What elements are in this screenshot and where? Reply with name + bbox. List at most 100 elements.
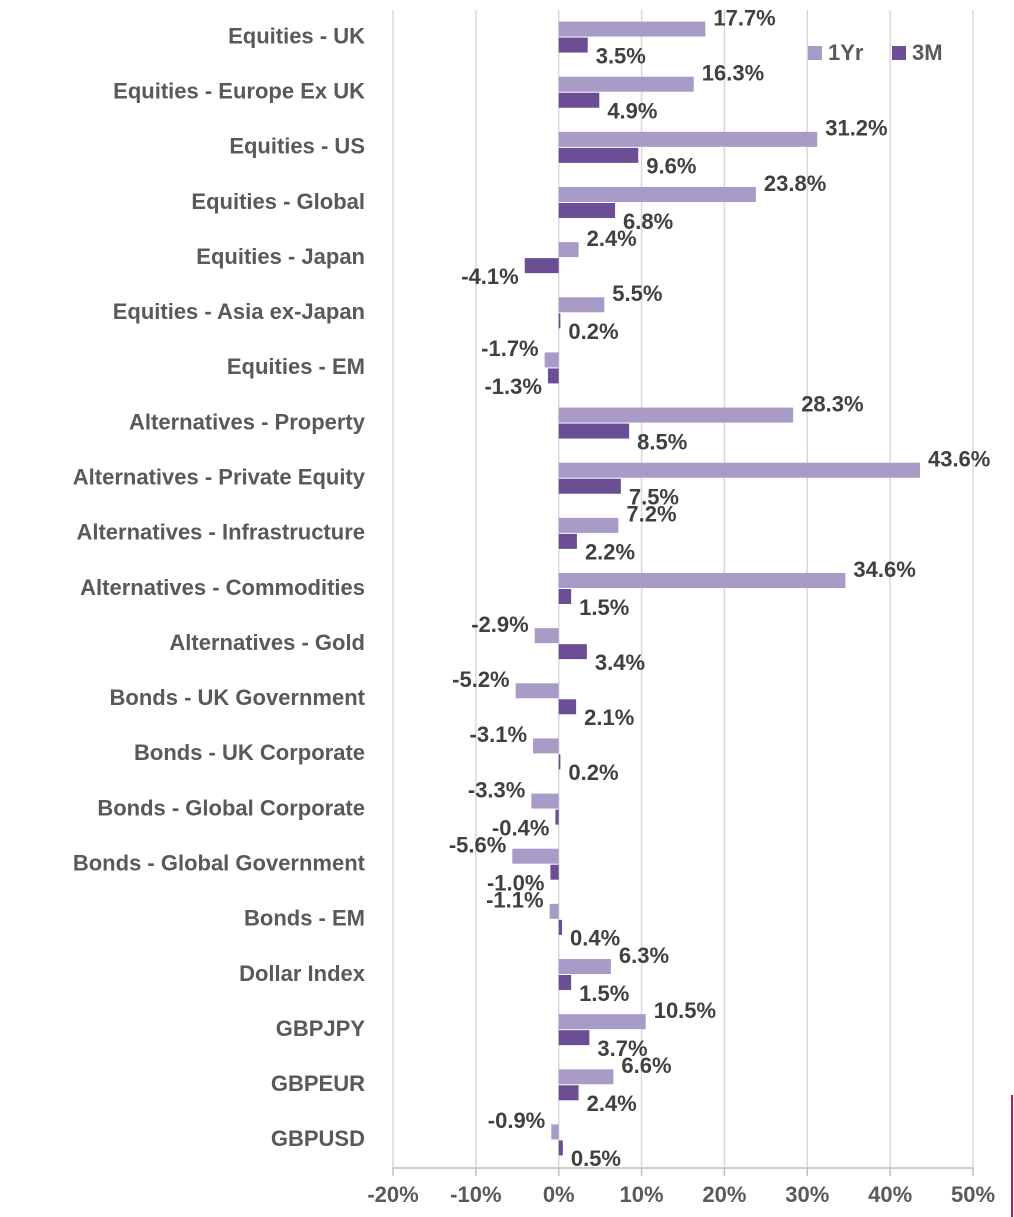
bar — [558, 1069, 614, 1085]
bar — [558, 37, 588, 53]
data-label: -0.9% — [488, 1108, 545, 1133]
bar — [558, 407, 794, 423]
category-label: Equities - Japan — [196, 244, 365, 269]
bar — [512, 848, 559, 864]
bar — [558, 699, 577, 715]
data-label: 3.5% — [596, 43, 646, 68]
data-label: 6.6% — [621, 1053, 671, 1078]
bar — [558, 131, 818, 147]
category-label: Bonds - UK Government — [110, 685, 366, 710]
data-label: 9.6% — [646, 154, 696, 179]
bar — [555, 809, 559, 825]
bar — [558, 573, 846, 588]
data-label: -5.6% — [449, 833, 506, 858]
bar — [558, 517, 619, 533]
bar — [558, 203, 616, 218]
data-label: 2.1% — [584, 705, 634, 730]
bar — [558, 754, 561, 770]
bar — [558, 975, 572, 990]
data-label: 16.3% — [702, 61, 764, 86]
bar — [558, 297, 605, 313]
x-tick-label: -10% — [450, 1182, 501, 1207]
bar — [558, 1140, 563, 1156]
category-label: GBPUSD — [271, 1126, 365, 1151]
bar — [549, 903, 559, 919]
bar — [558, 1085, 579, 1101]
category-label: Equities - Europe Ex UK — [113, 79, 365, 104]
data-label: -3.3% — [468, 777, 525, 802]
bar — [533, 738, 559, 754]
bar — [558, 589, 572, 604]
data-label: -2.9% — [471, 612, 528, 637]
category-label: GBPEUR — [271, 1071, 365, 1096]
data-label: 0.2% — [568, 760, 618, 785]
category-label: Alternatives - Private Equity — [73, 465, 366, 490]
category-label: Dollar Index — [239, 961, 366, 986]
data-label: 34.6% — [853, 557, 915, 582]
bar — [558, 313, 561, 329]
bar — [558, 462, 920, 478]
bar — [515, 683, 559, 699]
x-tick-label: 20% — [702, 1182, 746, 1207]
bar — [551, 1124, 559, 1140]
category-label: Bonds - Global Corporate — [97, 795, 365, 820]
category-label: Equities - Asia ex-Japan — [113, 299, 365, 324]
data-label: 8.5% — [637, 429, 687, 454]
bar — [558, 147, 639, 163]
data-label: 10.5% — [654, 998, 716, 1023]
category-label: Bonds - EM — [244, 906, 365, 931]
category-label: Bonds - Global Government — [73, 851, 366, 876]
bar — [524, 258, 559, 274]
data-label: 0.5% — [571, 1146, 621, 1171]
category-label: Bonds - UK Corporate — [134, 740, 365, 765]
legend-swatch — [892, 46, 906, 60]
bar — [558, 1014, 646, 1030]
data-label: 7.2% — [626, 502, 676, 527]
bar — [544, 352, 559, 368]
data-label: -0.4% — [492, 815, 549, 840]
data-label: 0.4% — [570, 926, 620, 951]
bar — [558, 1030, 590, 1046]
bar — [558, 242, 579, 258]
bar — [550, 864, 559, 880]
bar — [558, 92, 600, 108]
bar — [558, 959, 611, 974]
data-label: -1.0% — [487, 871, 544, 896]
data-label: 6.8% — [623, 209, 673, 234]
bar — [558, 76, 694, 92]
data-label: 2.4% — [587, 1091, 637, 1116]
bar — [558, 21, 706, 37]
bar — [558, 644, 587, 660]
data-label: 28.3% — [801, 391, 863, 416]
data-label: -1.7% — [481, 336, 538, 361]
x-tick-label: 10% — [620, 1182, 664, 1207]
category-label: GBPJPY — [276, 1016, 366, 1041]
bar — [558, 478, 621, 494]
data-label: 7.5% — [629, 485, 679, 510]
data-label: -1.1% — [486, 888, 543, 913]
category-label: Alternatives - Infrastructure — [76, 520, 365, 545]
data-label: 43.6% — [928, 447, 990, 472]
bar — [547, 368, 559, 384]
data-label: 6.3% — [619, 943, 669, 968]
x-tick-label: 40% — [868, 1182, 912, 1207]
bar — [558, 187, 756, 202]
category-label: Alternatives - Commodities — [80, 575, 365, 600]
data-label: 17.7% — [713, 5, 775, 30]
legend-label: 3M — [912, 40, 943, 65]
x-tick-label: -20% — [367, 1182, 418, 1207]
data-label: -4.1% — [461, 264, 518, 289]
category-label: Equities - EM — [227, 354, 365, 379]
data-label: 2.4% — [587, 226, 637, 251]
data-label: 31.2% — [825, 116, 887, 141]
data-label: 3.7% — [597, 1036, 647, 1061]
data-label: -3.1% — [470, 722, 527, 747]
category-label: Alternatives - Gold — [169, 630, 365, 655]
legend-label: 1Yr — [828, 40, 864, 65]
data-label: 4.9% — [607, 99, 657, 124]
data-label: -5.2% — [452, 667, 509, 692]
bar — [558, 919, 563, 935]
data-label: 2.2% — [585, 540, 635, 565]
category-label: Alternatives - Property — [129, 409, 366, 434]
